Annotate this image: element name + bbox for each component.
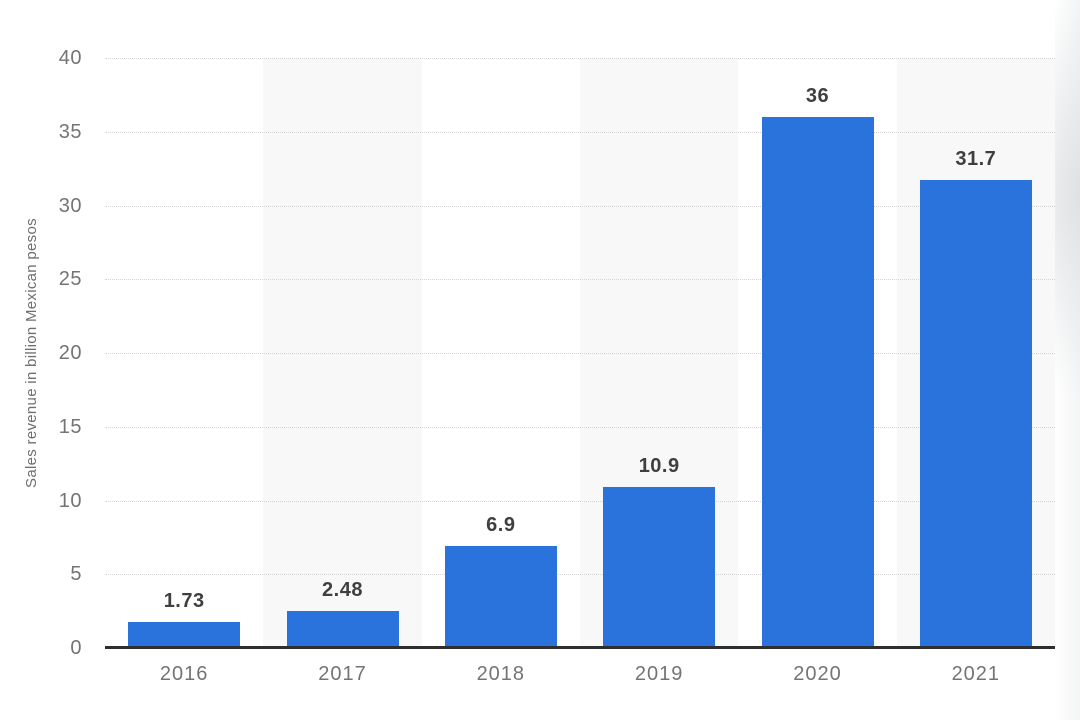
y-tick-label-35: 35: [58, 120, 82, 143]
bar-2018[interactable]: [444, 546, 557, 648]
x-tick-label-2017: 2017: [318, 663, 367, 685]
y-tick-label-20: 20: [58, 342, 82, 364]
x-tick-label-2021: 2021: [951, 663, 1001, 685]
grid-line-30: [105, 205, 1055, 207]
y-tick-label-25: 25: [58, 268, 82, 291]
plot-area: 1.73 2.48 6.9 10.9 36 31.7: [105, 58, 1055, 648]
x-tick-label-2020: 2020: [793, 663, 842, 685]
bar-2019[interactable]: [603, 487, 716, 648]
x-tick-label-2019: 2019: [634, 663, 684, 685]
grid-line-15: [105, 426, 1055, 428]
grid-line-40: [105, 58, 1055, 59]
grid-line-20: [105, 353, 1055, 354]
bar-value-label-2020: 36: [805, 85, 830, 107]
bar-2021[interactable]: [919, 180, 1032, 648]
bar-2020[interactable]: [761, 117, 874, 648]
right-edge-gradient: [1055, 0, 1080, 720]
y-tick-label-5: 5: [70, 563, 82, 586]
bar-value-label-2021: 31.7: [955, 148, 997, 171]
y-tick-label-0: 0: [70, 637, 82, 659]
grid-line-10: [105, 500, 1055, 502]
y-tick-label-40: 40: [58, 47, 82, 69]
grid-line-25: [105, 279, 1055, 281]
bar-value-label-2016: 1.73: [163, 590, 205, 613]
bar-value-label-2017: 2.48: [322, 579, 363, 602]
x-axis-baseline: [105, 646, 1055, 649]
y-tick-label-15: 15: [58, 415, 82, 438]
bar-value-label-2019: 10.9: [638, 455, 680, 478]
grid-line-35: [105, 131, 1055, 133]
bar-value-label-2018: 6.9: [486, 514, 516, 537]
x-tick-label-2016: 2016: [159, 663, 209, 685]
x-tick-label-2018: 2018: [476, 663, 526, 685]
bar-2016[interactable]: [128, 622, 241, 648]
y-tick-label-30: 30: [58, 194, 82, 217]
bar-2017[interactable]: [286, 611, 399, 648]
y-tick-label-10: 10: [58, 489, 82, 512]
grid-line-5: [105, 574, 1055, 576]
